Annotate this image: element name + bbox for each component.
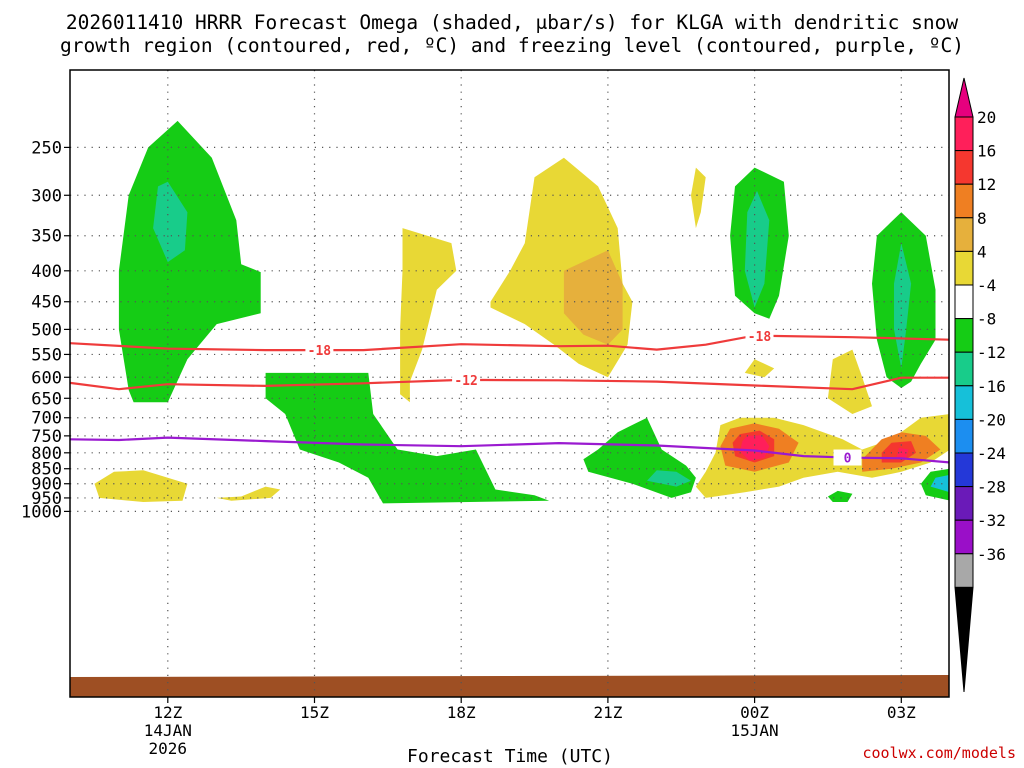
y-tick-label: 850 xyxy=(31,460,62,480)
colorbar-segment xyxy=(954,116,974,152)
colorbar: 20 16 12 8 4 -4 -8 -12 -16 -20 -24 -28 -32 -36 xyxy=(954,77,1006,693)
x-tick-label: 15JAN xyxy=(731,721,779,740)
colorbar-segment xyxy=(954,351,974,387)
y-tick-label: 350 xyxy=(31,227,62,247)
colorbar-tick-label: 16 xyxy=(977,142,996,161)
omega-region-green-21z xyxy=(583,417,696,498)
colorbar-tick-label: -4 xyxy=(977,276,996,295)
colorbar-segment xyxy=(954,385,974,420)
omega-region-teal-00z xyxy=(744,190,770,308)
dgz-label: -18 xyxy=(308,344,332,359)
omega-region-magenta-03z xyxy=(896,447,909,458)
colorbar-tick-label: 12 xyxy=(977,175,996,194)
y-tick-label: 1000 xyxy=(21,502,62,522)
y-tick-label: 800 xyxy=(31,444,62,464)
omega-region-yellow-02z xyxy=(827,349,872,414)
colorbar-segment xyxy=(954,519,974,555)
x-tick-label: 18Z xyxy=(447,703,476,722)
omega-region-yellow-23z-thin xyxy=(691,167,706,229)
colorbar-segment xyxy=(954,418,974,454)
y-tick-label: 750 xyxy=(31,427,62,447)
omega-region-orange-20z xyxy=(563,250,623,345)
omega-region-magenta-00z xyxy=(739,435,770,461)
y-tick-label: 700 xyxy=(31,409,62,429)
colorbar-segment xyxy=(954,183,974,219)
y-tick-label: 600 xyxy=(31,368,62,388)
y-tick-label: 450 xyxy=(31,293,62,313)
colorbar-tick-label: -8 xyxy=(977,310,996,329)
omega-region-teal-03z xyxy=(894,243,912,369)
surface-ground xyxy=(70,675,949,697)
colorbar-segment xyxy=(954,217,974,252)
plot-frame xyxy=(69,69,950,698)
omega-region-teal-04z-edge xyxy=(930,475,949,492)
x-tick-label: 21Z xyxy=(593,703,622,722)
colorbar-segment xyxy=(954,452,974,488)
dgz-label-bg xyxy=(305,342,334,359)
omega-region-green-12z xyxy=(118,120,261,403)
dgz-label: -18 xyxy=(748,330,772,345)
y-axis: 2503003504004505005506006507007508008509… xyxy=(21,138,70,522)
colorbar-tick-label: -20 xyxy=(977,410,1006,429)
dgz-label-bg xyxy=(452,371,481,388)
omega-region-green-15z xyxy=(265,372,550,504)
colorbar-segment xyxy=(954,250,974,286)
credit-text: coolwx.com/models xyxy=(862,744,1016,762)
y-tick-label: 250 xyxy=(31,138,62,158)
y-tick-label: 900 xyxy=(31,475,62,495)
omega-region-yellow-00z-small xyxy=(744,359,775,378)
omega-region-teal-22z xyxy=(647,470,691,487)
colorbar-segment xyxy=(954,318,974,353)
colorbar-tick-label: -36 xyxy=(977,545,1006,564)
dgz-label-bg xyxy=(745,328,774,345)
y-tick-label: 300 xyxy=(31,186,62,206)
y-tick-label: 400 xyxy=(31,262,62,282)
colorbar-tick-label: -12 xyxy=(977,343,1006,362)
x-tick-label: 12Z xyxy=(153,703,182,722)
freezing-level-label: 0 xyxy=(844,452,852,467)
colorbar-tick-label: 8 xyxy=(977,209,987,228)
colorbar-tick-label: -24 xyxy=(977,444,1006,463)
dgz-contour xyxy=(70,376,949,391)
y-tick-label: 500 xyxy=(31,320,62,340)
omega-shading xyxy=(94,120,949,504)
chart-title-line2: growth region (contoured, red, ºC) and f… xyxy=(60,34,964,57)
x-tick-label: 14JAN xyxy=(144,721,192,740)
gridlines xyxy=(70,70,949,697)
x-tick-label: 2026 xyxy=(149,739,188,758)
colorbar-bottom-arrow xyxy=(954,586,974,693)
colorbar-tick-label: -16 xyxy=(977,377,1006,396)
x-tick-label: 00Z xyxy=(740,703,769,722)
x-axis-label: Forecast Time (UTC) xyxy=(407,746,613,767)
colorbar-segment xyxy=(954,284,974,320)
omega-region-teal-12z xyxy=(153,181,188,263)
colorbar-tick-label: -32 xyxy=(977,511,1006,530)
omega-region-yellow-14z-small xyxy=(216,486,281,501)
colorbar-segment xyxy=(954,486,974,521)
omega-region-yellow-17z xyxy=(400,228,457,403)
chart-title-line1: 2026011410 HRRR Forecast Omega (shaded, … xyxy=(66,11,958,34)
colorbar-tick-label: 20 xyxy=(977,108,996,127)
omega-region-yellow-12z-low xyxy=(94,470,188,502)
omega-region-green-01z-small xyxy=(827,490,853,502)
y-tick-label: 950 xyxy=(31,489,62,509)
colorbar-tick-label: 4 xyxy=(977,242,987,261)
dgz-label: -12 xyxy=(454,374,477,389)
y-tick-label: 650 xyxy=(31,389,62,409)
colorbar-top-arrow xyxy=(954,77,974,118)
x-tick-label: 03Z xyxy=(887,703,916,722)
colorbar-segment xyxy=(954,553,974,588)
colorbar-tick-label: -28 xyxy=(977,478,1006,497)
freezing-level-label-bg xyxy=(833,449,862,466)
y-tick-label: 550 xyxy=(31,345,62,365)
colorbar-segment xyxy=(954,150,974,185)
contour-labels: -18 -12 -18 0 xyxy=(305,328,862,467)
x-tick-label: 15Z xyxy=(300,703,329,722)
